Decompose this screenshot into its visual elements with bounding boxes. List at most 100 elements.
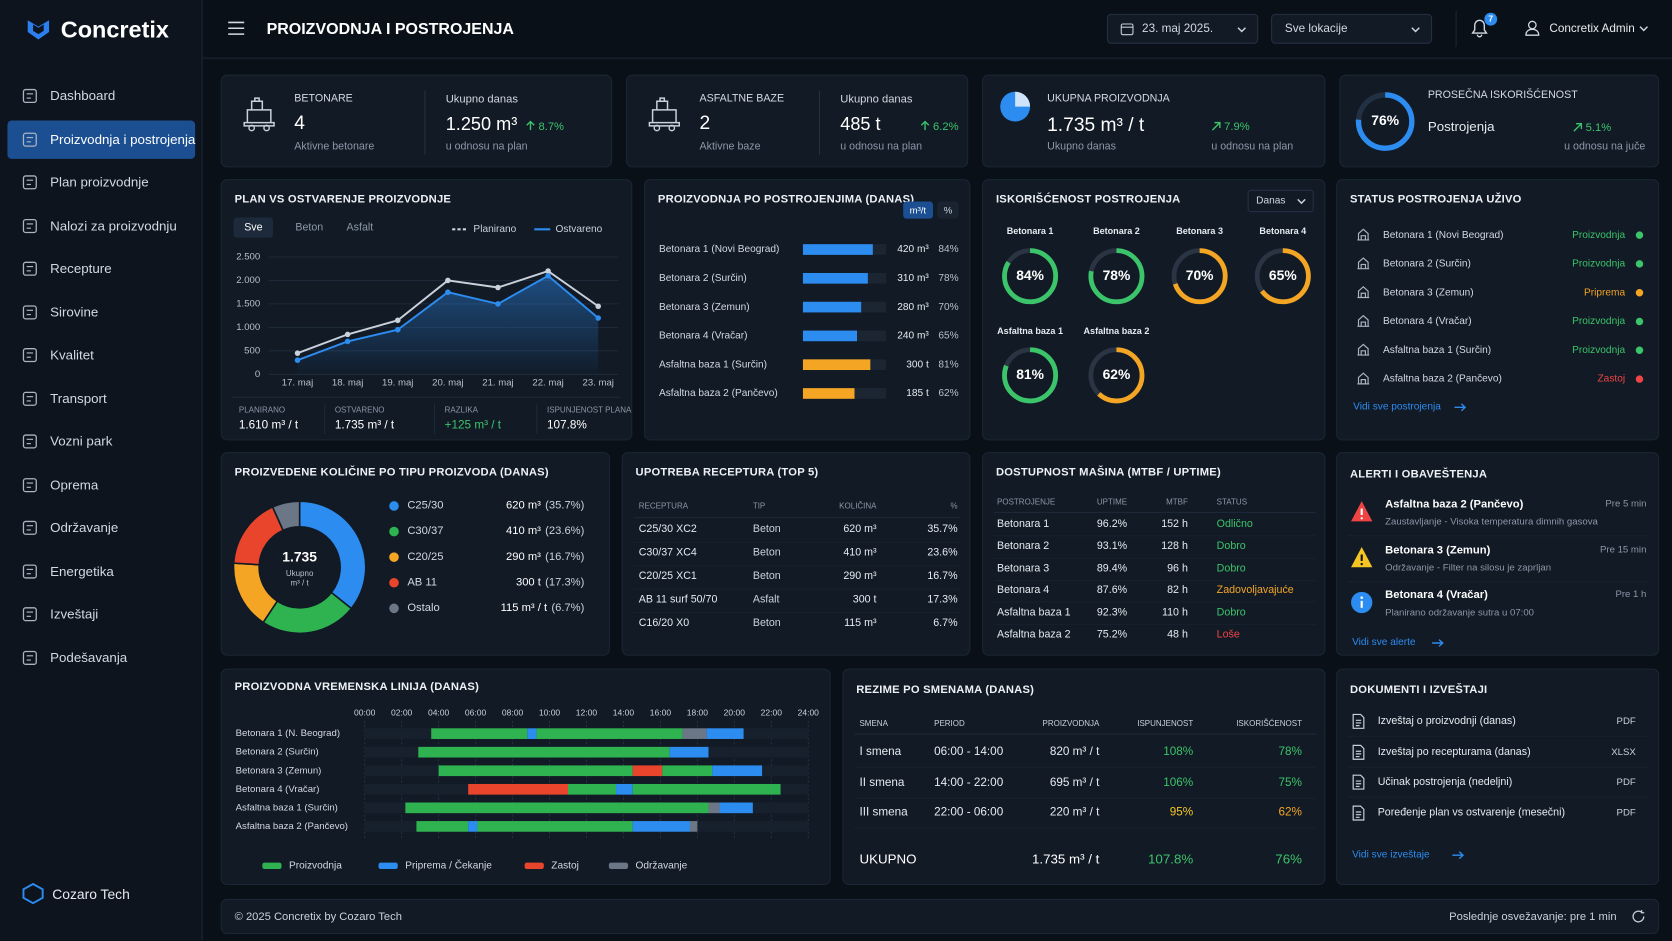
link[interactable]: Vidi sve izveštaje [1352, 848, 1430, 861]
icon-shape [1357, 314, 1370, 327]
menu-item[interactable]: Kvalitet [7, 336, 195, 374]
point [595, 315, 601, 321]
line-chart: Planirano Ostvareno 0 500 1.000 1.500 2.000 2.5… [236, 224, 619, 388]
menu-label: Kvalitet [50, 347, 94, 363]
table-cell: Betonara 1 [997, 518, 1050, 530]
total-cell: UKUPNO [859, 851, 917, 867]
segment [632, 783, 781, 795]
table-cell: 96 h [1167, 562, 1188, 575]
kpi-label: BETONARE [294, 92, 353, 105]
period-select[interactable]: Danas [1247, 189, 1314, 213]
legend-amount: 300 t [515, 575, 541, 589]
row-divider [854, 797, 1316, 799]
menu-item[interactable]: Recepture [7, 250, 195, 288]
gauge-arc [1355, 92, 1415, 151]
table-header: SMENA [859, 718, 888, 729]
table-header: RECEPTURA [638, 501, 689, 511]
menu-item[interactable]: Izveštaji [7, 595, 195, 633]
document-icon [1352, 744, 1365, 760]
gauge-arc [1171, 248, 1228, 305]
icon-shape [22, 607, 37, 622]
bar [802, 359, 871, 371]
table-cell: I smena [859, 745, 902, 759]
menu-item[interactable]: Održavanje [7, 509, 195, 547]
legend-amount: 115 m³ / t [500, 601, 548, 615]
x-tick-label: 20:00 [724, 708, 746, 718]
document-name[interactable]: Učinak postrojenja (nedeljni) [1377, 776, 1513, 789]
summary-label: ISPUNJENOST PLANA [547, 405, 632, 415]
tab[interactable]: Beton [295, 221, 324, 234]
tab[interactable]: Sve [233, 217, 274, 238]
link[interactable]: Vidi sve postrojenja [1353, 400, 1441, 413]
menu-item[interactable]: Sirovine [7, 293, 195, 331]
icon-shape [22, 175, 37, 190]
unit-toggle[interactable]: m³/t [903, 201, 933, 219]
table-cell: 16.7% [927, 570, 958, 583]
arrow-right-icon [1454, 403, 1467, 412]
menu-item[interactable]: Oprema [7, 465, 195, 503]
plant-status: Proizvodnja [1572, 258, 1626, 270]
icon-shape [22, 477, 37, 492]
legend-label: Ostvareno [556, 224, 603, 235]
plant-status: Priprema [1583, 286, 1626, 299]
menu-item[interactable]: Proizvodnja i postrojenja [7, 119, 195, 159]
date-picker[interactable]: 23. maj 2025. [1106, 13, 1259, 44]
summary-value: 107.8% [547, 419, 587, 432]
unit-toggle[interactable]: % [937, 201, 959, 219]
footer: © 2025 Concretix by Cozaro Tech Poslednje… [220, 898, 1660, 935]
divider [854, 733, 1316, 735]
arrow-right-icon [1452, 851, 1465, 860]
legend-label: AB 11 [407, 575, 438, 589]
menu-item[interactable]: Nalozi za proizvodnju [7, 206, 195, 244]
location-select[interactable]: Sve lokacije [1271, 13, 1433, 44]
menu-item[interactable]: Vozni park [7, 422, 195, 460]
kpi-sub: Ukupno danas [1047, 140, 1116, 153]
x-tick-label: 04:00 [428, 708, 450, 718]
table-header: ISPUNJENOST [1137, 718, 1194, 729]
kpi-total: 1.250 m³ [445, 114, 518, 135]
user-name[interactable]: Concretix Admin [1549, 22, 1635, 36]
table-header: ISKORIŠĆENOST [1236, 718, 1302, 729]
menu-item[interactable]: Energetika [7, 552, 195, 590]
legend-swatch [608, 862, 629, 870]
point [495, 284, 501, 291]
menu-toggle[interactable] [228, 21, 245, 35]
tab[interactable]: Asfalt [346, 221, 374, 234]
menu-icon [22, 391, 37, 406]
menu-item[interactable]: Podešavanja [7, 638, 195, 676]
plant-icon [1357, 343, 1370, 356]
gauge-arc [1002, 347, 1059, 404]
document-name[interactable]: Izveštaj o proizvodnji (danas) [1377, 715, 1516, 728]
menu-icon [22, 88, 37, 104]
menu-item[interactable]: Dashboard [7, 77, 195, 115]
bar-value-label: 78% [938, 273, 958, 284]
link[interactable]: Vidi sve alerte [1352, 636, 1416, 649]
row-divider [633, 541, 961, 543]
table-header: MTBF [1166, 496, 1188, 507]
plant-name: Betonara 4 (Vračar) [1383, 315, 1472, 328]
icon-shape [1360, 517, 1363, 520]
menu-item[interactable]: Transport [7, 379, 195, 417]
menu-item[interactable]: Plan proizvodnje [7, 163, 195, 201]
chevron [1411, 27, 1420, 33]
table-cell: 300 t [852, 593, 877, 606]
document-name[interactable]: Poređenje plan vs ostvarenje (mesečni) [1377, 807, 1566, 820]
notifications[interactable] [1471, 19, 1488, 38]
icon-shape [1352, 744, 1365, 760]
row-divider [1347, 735, 1650, 737]
document-name[interactable]: Izveštaj po recepturama (danas) [1377, 746, 1531, 758]
kpi-card: ASFALTNE BAZE 2 Aktivne baze Ukupno danas 48… [625, 74, 969, 168]
table-cell: 6.7% [933, 617, 958, 630]
segment [567, 783, 617, 795]
icon-shape [263, 124, 270, 132]
point [394, 326, 401, 333]
menu-label: Dashboard [50, 88, 116, 104]
bar [802, 301, 862, 313]
summary-label: OSTVARENO [334, 405, 385, 415]
arrow-icon [1573, 123, 1583, 132]
arrow-right-icon [1432, 639, 1444, 647]
pie-icon [1000, 91, 1031, 122]
alert-icon [1351, 501, 1373, 522]
refresh-icon[interactable] [1631, 910, 1645, 924]
row-divider [1347, 796, 1650, 799]
